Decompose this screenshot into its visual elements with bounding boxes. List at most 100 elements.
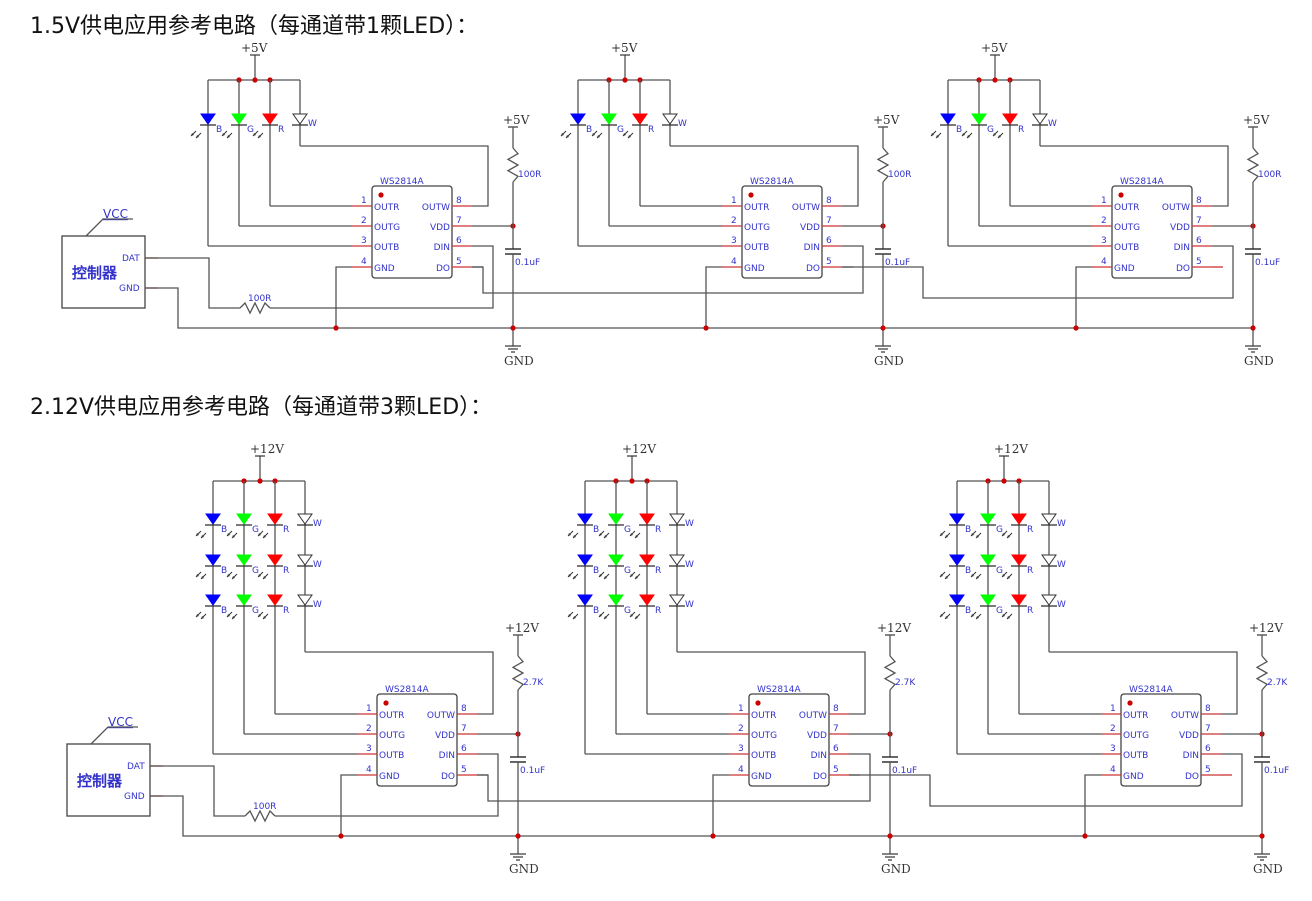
led-b-icon: B	[567, 513, 599, 539]
pin-name: OUTW	[1162, 203, 1190, 213]
pin-number: 5	[826, 257, 832, 267]
led-label: G	[617, 125, 624, 135]
pin-name: VDD	[435, 731, 455, 741]
pin-name: DO	[441, 772, 455, 782]
pullup-resistor-label: 100R	[888, 170, 911, 180]
pin-number: 3	[1110, 744, 1116, 754]
junction-dot	[1259, 833, 1265, 839]
led-label: W	[308, 119, 317, 129]
junction-dot	[748, 192, 754, 198]
supply-label: +5V	[611, 41, 638, 55]
gnd-label: GND	[874, 354, 904, 368]
pin-number: 8	[1205, 704, 1211, 714]
resistor-icon	[876, 147, 890, 183]
junction-dot	[333, 325, 339, 331]
led-label: W	[1048, 119, 1057, 129]
pin-number: 4	[1110, 765, 1116, 775]
ws2814a-chip: WS2814A 1 OUTR 8 OUTW 2 OUTG 7 VDD 3 OUTB 6 DIN 4 GND 5…	[1092, 177, 1212, 279]
wire	[1049, 651, 1238, 715]
wire	[1075, 266, 1092, 328]
supply-label: +12V	[250, 442, 284, 456]
pin-name: OUTW	[427, 711, 455, 721]
pin-name: OUTB	[1114, 243, 1139, 253]
led-b-icon: B	[560, 113, 592, 139]
pin-number: 7	[1196, 216, 1202, 226]
pin-name: DO	[1185, 772, 1199, 782]
supply-label: +5V	[873, 113, 900, 127]
ground-icon: GND	[1244, 345, 1274, 368]
junction-dot	[378, 192, 384, 198]
led-r-icon: R	[629, 554, 661, 580]
pin-name: GND	[1123, 772, 1144, 782]
led-label: R	[283, 606, 289, 616]
pin-name: OUTW	[1171, 711, 1199, 721]
led-label: G	[252, 606, 259, 616]
pin-number: 3	[361, 236, 367, 246]
junction-dot	[710, 833, 716, 839]
pin-name: OUTW	[422, 203, 450, 213]
resistor-icon	[883, 655, 897, 691]
controller-dat-label: DAT	[127, 762, 145, 772]
led-label: R	[655, 606, 661, 616]
led-r-icon: R	[629, 594, 661, 620]
ws2814a-chip: WS2814A 1 OUTR 8 OUTW 2 OUTG 7 VDD 3 OUTB 6 DIN 4 GND 5…	[1101, 685, 1221, 787]
pin-number: 7	[833, 724, 839, 734]
pin-number: 6	[1205, 744, 1211, 754]
led-label: R	[283, 566, 289, 576]
pin-number: 5	[833, 765, 839, 775]
pin-name: OUTR	[1114, 203, 1139, 213]
pin-number: 1	[366, 704, 372, 714]
pin-number: 5	[1205, 765, 1211, 775]
ws2814a-chip: WS2814A 1 OUTR 8 OUTW 2 OUTG 7 VDD 3 OUTB 6 DIN 4 GND 5…	[729, 685, 849, 787]
led-label: B	[221, 606, 227, 616]
gnd-label: GND	[1253, 862, 1283, 876]
supply-label: +5V	[1243, 113, 1270, 127]
pin-name: DIN	[804, 243, 820, 253]
pin-name: OUTR	[374, 203, 399, 213]
controller-vcc-label: VCC	[103, 207, 128, 221]
led-g-icon: G	[598, 594, 631, 620]
led-r-icon: R	[257, 554, 289, 580]
resistor-icon	[239, 301, 271, 315]
pin-number: 8	[456, 196, 462, 206]
controller-dat-label: DAT	[122, 254, 140, 264]
pullup-resistor-label: 2.7K	[1267, 678, 1288, 688]
circuit-section-2: 控制器 DAT GND VCC 100R +12V B B B G G G R R R W W W WS2814A 1…	[66, 442, 1289, 876]
pin-name: VDD	[1179, 731, 1199, 741]
chip-name: WS2814A	[1120, 177, 1165, 187]
pin-number: 3	[738, 744, 744, 754]
led-g-icon: G	[591, 113, 624, 139]
capacitor-label: 0.1uF	[1264, 766, 1289, 776]
led-g-icon: G	[961, 113, 994, 139]
ws2814a-chip: WS2814A 1 OUTR 8 OUTW 2 OUTG 7 VDD 3 OUTB 6 DIN 4 GND 5…	[357, 685, 477, 787]
resistor-icon	[244, 809, 276, 823]
wire	[705, 266, 722, 328]
pin-name: OUTB	[379, 751, 404, 761]
wire	[305, 651, 494, 715]
led-w-icon: W	[297, 513, 322, 529]
led-label: R	[1018, 125, 1024, 135]
junction-dot	[1073, 325, 1079, 331]
led-label: G	[987, 125, 994, 135]
supply-label: +5V	[241, 41, 268, 55]
pin-name: DIN	[434, 243, 450, 253]
led-w-icon: W	[669, 594, 694, 610]
junction-dot	[515, 833, 521, 839]
pin-number: 8	[1196, 196, 1202, 206]
led-r-icon: R	[622, 113, 654, 139]
pin-name: OUTG	[1123, 731, 1149, 741]
wire	[150, 765, 245, 817]
junction-dot	[1082, 833, 1088, 839]
led-label: G	[252, 525, 259, 535]
pin-name: OUTB	[751, 751, 776, 761]
wire	[335, 266, 352, 328]
wire	[145, 287, 1255, 329]
pin-number: 3	[731, 236, 737, 246]
led-label: B	[593, 566, 599, 576]
pin-number: 2	[1110, 724, 1116, 734]
pin-number: 6	[833, 744, 839, 754]
led-b-icon: B	[939, 554, 971, 580]
pin-name: VDD	[807, 731, 827, 741]
led-label: W	[313, 519, 322, 529]
capacitor-label: 0.1uF	[892, 766, 917, 776]
